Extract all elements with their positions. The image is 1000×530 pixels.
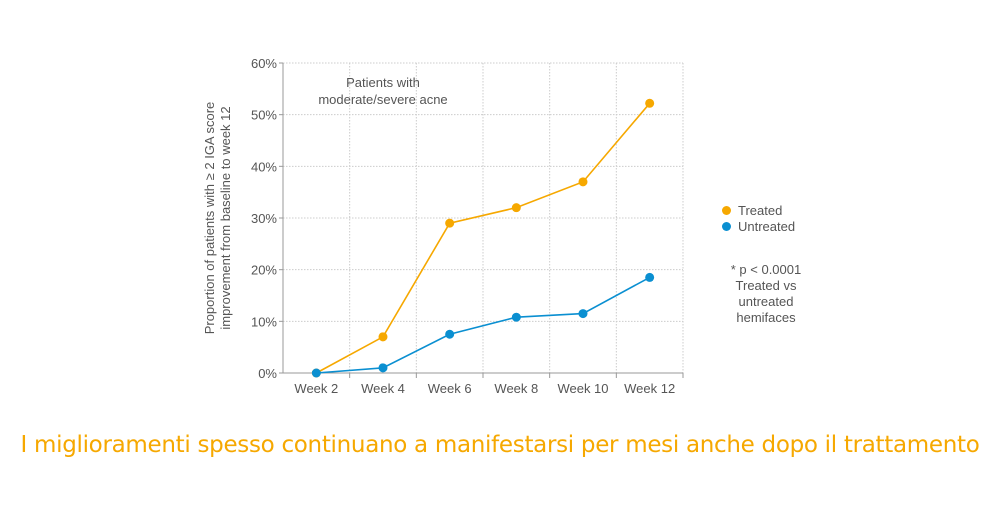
series-line-treated	[315, 102, 651, 374]
data-point-untreated	[578, 309, 588, 319]
footnote: * p < 0.0001 Treated vs untreated hemifa…	[722, 262, 810, 326]
series-line-untreated	[316, 276, 651, 374]
x-tick-label: Week 4	[361, 381, 405, 396]
legend-label: Treated	[738, 202, 783, 218]
y-tick-label: 40%	[251, 159, 277, 174]
legend-item-untreated: Untreated	[722, 218, 795, 234]
y-tick-label: 60%	[251, 56, 277, 71]
x-tick-label: Week 6	[428, 381, 472, 396]
footnote-line: * p < 0.0001	[730, 262, 802, 277]
data-point-untreated	[445, 329, 455, 339]
data-point-treated	[645, 98, 655, 108]
y-tick-label: 0%	[258, 366, 277, 381]
x-tick-label: Week 2	[294, 381, 338, 396]
x-tick-label: Week 10	[557, 381, 608, 396]
data-point-untreated	[645, 272, 655, 282]
chart-annotation: moderate/severe acne	[318, 92, 447, 107]
y-tick-label: 10%	[251, 314, 277, 329]
footnote-line: Treated vs	[735, 278, 797, 293]
data-point-untreated	[311, 368, 321, 378]
data-point-treated	[511, 203, 521, 213]
y-tick-label: 50%	[251, 108, 277, 123]
data-point-treated	[378, 332, 388, 342]
y-axis-label: improvement from baseline to week 12	[218, 106, 233, 329]
treated-marker-icon	[722, 205, 731, 215]
data-point-treated	[578, 177, 588, 187]
data-point-untreated	[378, 363, 388, 373]
untreated-marker-icon	[722, 221, 731, 231]
legend-label: Untreated	[738, 218, 796, 234]
footnote-line: untreated	[738, 294, 794, 309]
footnote-line: hemifaces	[736, 310, 796, 325]
chart-annotation: Patients with	[346, 75, 420, 90]
data-point-treated	[445, 218, 455, 228]
line-chart: 0% 10% 20% 30% 40% 50% 60% Week 2 Week 4 Week 6 We…	[202, 56, 684, 396]
y-axis-label: Proportion of patients with ≥ 2 IGA scor…	[202, 102, 217, 335]
caption: I miglioramenti spesso continuano a mani…	[20, 432, 980, 458]
x-tick-label: Week 12	[624, 381, 675, 396]
x-tick-label: Week 8	[494, 381, 538, 396]
y-tick-label: 30%	[251, 211, 277, 226]
legend: Treated Untreated	[722, 202, 795, 234]
y-tick-label: 20%	[251, 263, 277, 278]
legend-item-treated: Treated	[722, 202, 795, 218]
data-point-untreated	[511, 312, 521, 322]
